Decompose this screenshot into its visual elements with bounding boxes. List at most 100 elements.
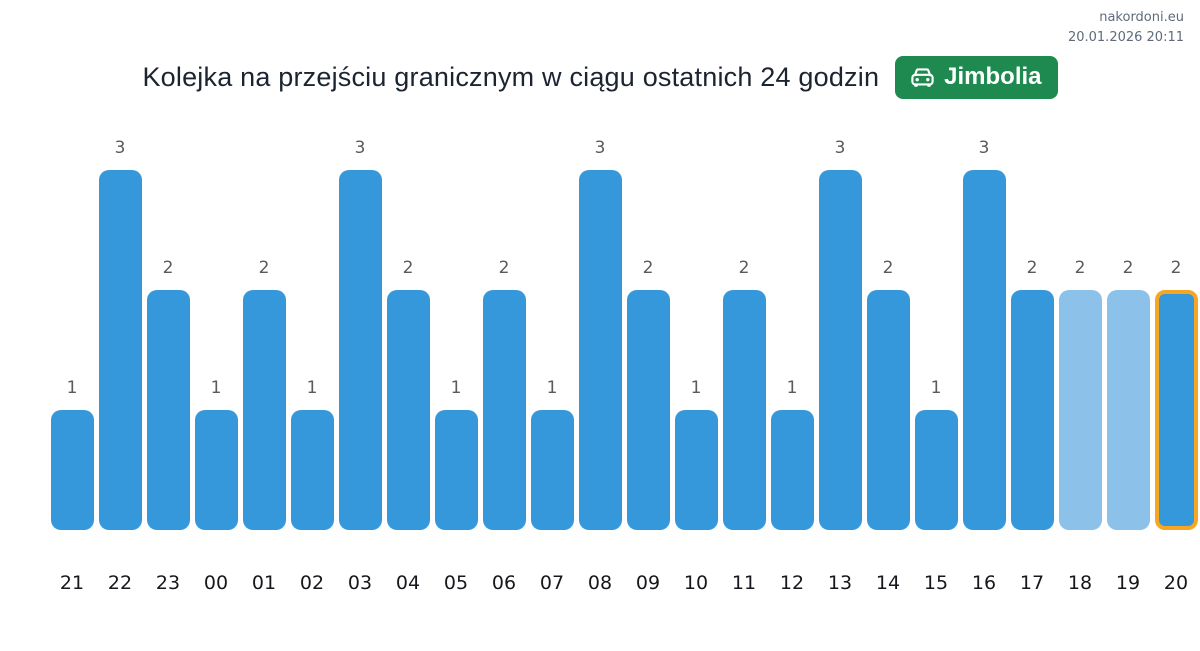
bar-column: 3 08 — [576, 136, 624, 596]
bar-hour-17[interactable] — [1010, 290, 1054, 530]
x-axis-label: 22 — [107, 572, 133, 594]
bar-value-label: 3 — [834, 138, 846, 158]
bar-value-label: 1 — [690, 378, 702, 398]
bar-column: 1 02 — [288, 376, 336, 596]
x-axis-label: 15 — [923, 572, 949, 594]
bar-value-label: 2 — [498, 258, 510, 278]
bar-column: 3 22 — [96, 136, 144, 596]
bar-value-label: 3 — [354, 138, 366, 158]
bar-column: 2 01 — [240, 256, 288, 596]
bar-value-label: 2 — [642, 258, 654, 278]
bar-hour-22[interactable] — [98, 170, 142, 530]
bar-column: 2 14 — [864, 256, 912, 596]
bar-column: 1 05 — [432, 376, 480, 596]
x-axis-label: 05 — [443, 572, 469, 594]
x-axis-label: 18 — [1067, 572, 1093, 594]
bar-value-label: 2 — [1074, 258, 1086, 278]
bar-hour-15[interactable] — [914, 410, 958, 530]
watermark-site: nakordoni.eu — [1099, 10, 1184, 25]
page-title: Kolejka na przejściu granicznym w ciągu … — [142, 62, 880, 92]
bar-column: 3 13 — [816, 136, 864, 596]
bar-column: 2 19 — [1104, 256, 1152, 596]
bar-column: 1 10 — [672, 376, 720, 596]
bar-column: 2 18 — [1056, 256, 1104, 596]
x-axis-label: 13 — [827, 572, 853, 594]
bar-hour-18[interactable] — [1058, 290, 1102, 530]
bar-column: 1 21 — [48, 376, 96, 596]
x-axis-label: 16 — [971, 572, 997, 594]
bar-column: 2 20 — [1152, 256, 1200, 596]
bar-column: 3 03 — [336, 136, 384, 596]
bar-column: 1 12 — [768, 376, 816, 596]
bar-hour-11[interactable] — [722, 290, 766, 530]
bar-hour-21[interactable] — [50, 410, 94, 530]
bar-value-label: 1 — [66, 378, 78, 398]
bar-hour-16[interactable] — [962, 170, 1006, 530]
bar-hour-10[interactable] — [674, 410, 718, 530]
bar-hour-20[interactable] — [1154, 290, 1198, 530]
bar-column: 2 11 — [720, 256, 768, 596]
bar-column: 3 16 — [960, 136, 1008, 596]
x-axis-label: 07 — [539, 572, 565, 594]
bar-hour-01[interactable] — [242, 290, 286, 530]
bar-hour-09[interactable] — [626, 290, 670, 530]
bar-value-label: 1 — [306, 378, 318, 398]
x-axis-label: 00 — [203, 572, 229, 594]
bar-value-label: 2 — [738, 258, 750, 278]
bar-column: 2 06 — [480, 256, 528, 596]
bar-column: 2 04 — [384, 256, 432, 596]
bar-value-label: 2 — [258, 258, 270, 278]
bar-value-label: 1 — [930, 378, 942, 398]
bar-value-label: 2 — [1026, 258, 1038, 278]
car-front-icon — [909, 64, 936, 91]
bar-hour-03[interactable] — [338, 170, 382, 530]
bar-hour-19[interactable] — [1106, 290, 1150, 530]
x-axis-label: 02 — [299, 572, 325, 594]
x-axis-label: 03 — [347, 572, 373, 594]
bar-hour-13[interactable] — [818, 170, 862, 530]
bar-value-label: 1 — [786, 378, 798, 398]
x-axis-label: 14 — [875, 572, 901, 594]
x-axis-label: 23 — [155, 572, 181, 594]
bar-value-label: 3 — [114, 138, 126, 158]
watermark: nakordoni.eu 20.01.2026 20:11 — [1068, 8, 1184, 47]
bar-hour-06[interactable] — [482, 290, 526, 530]
x-axis-label: 09 — [635, 572, 661, 594]
bar-hour-08[interactable] — [578, 170, 622, 530]
bar-value-label: 2 — [1122, 258, 1134, 278]
bar-hour-05[interactable] — [434, 410, 478, 530]
bar-value-label: 2 — [1170, 258, 1182, 278]
x-axis-label: 11 — [731, 572, 757, 594]
bar-column: 1 00 — [192, 376, 240, 596]
bar-hour-07[interactable] — [530, 410, 574, 530]
x-axis-label: 17 — [1019, 572, 1045, 594]
x-axis-label: 19 — [1115, 572, 1141, 594]
bar-hour-02[interactable] — [290, 410, 334, 530]
bar-value-label: 1 — [546, 378, 558, 398]
header: Kolejka na przejściu granicznym w ciągu … — [0, 56, 1200, 99]
x-axis-label: 20 — [1163, 572, 1189, 594]
bars-row: 1 21 3 22 2 23 1 00 2 01 1 02 3 03 2 04 1 05 2 06 1 07 3 08 2 09 1… — [48, 136, 1200, 596]
bar-hour-12[interactable] — [770, 410, 814, 530]
x-axis-label: 06 — [491, 572, 517, 594]
bar-column: 2 17 — [1008, 256, 1056, 596]
bar-value-label: 2 — [162, 258, 174, 278]
bar-hour-04[interactable] — [386, 290, 430, 530]
x-axis-label: 12 — [779, 572, 805, 594]
bar-hour-00[interactable] — [194, 410, 238, 530]
bar-value-label: 1 — [450, 378, 462, 398]
bar-hour-14[interactable] — [866, 290, 910, 530]
bar-column: 1 07 — [528, 376, 576, 596]
bar-value-label: 1 — [210, 378, 222, 398]
watermark-timestamp: 20.01.2026 20:11 — [1067, 29, 1184, 45]
x-axis-label: 08 — [587, 572, 613, 594]
crossing-badge-label: Jimbolia — [944, 63, 1042, 90]
bar-hour-23[interactable] — [146, 290, 190, 530]
queue-bar-chart: 1 21 3 22 2 23 1 00 2 01 1 02 3 03 2 04 1 05 2 06 1 07 3 08 2 09 1… — [48, 136, 1200, 596]
bar-column: 2 23 — [144, 256, 192, 596]
bar-value-label: 3 — [978, 138, 990, 158]
bar-value-label: 2 — [882, 258, 894, 278]
crossing-badge-button[interactable]: Jimbolia — [895, 56, 1058, 99]
x-axis-label: 04 — [395, 572, 421, 594]
x-axis-label: 10 — [683, 572, 709, 594]
